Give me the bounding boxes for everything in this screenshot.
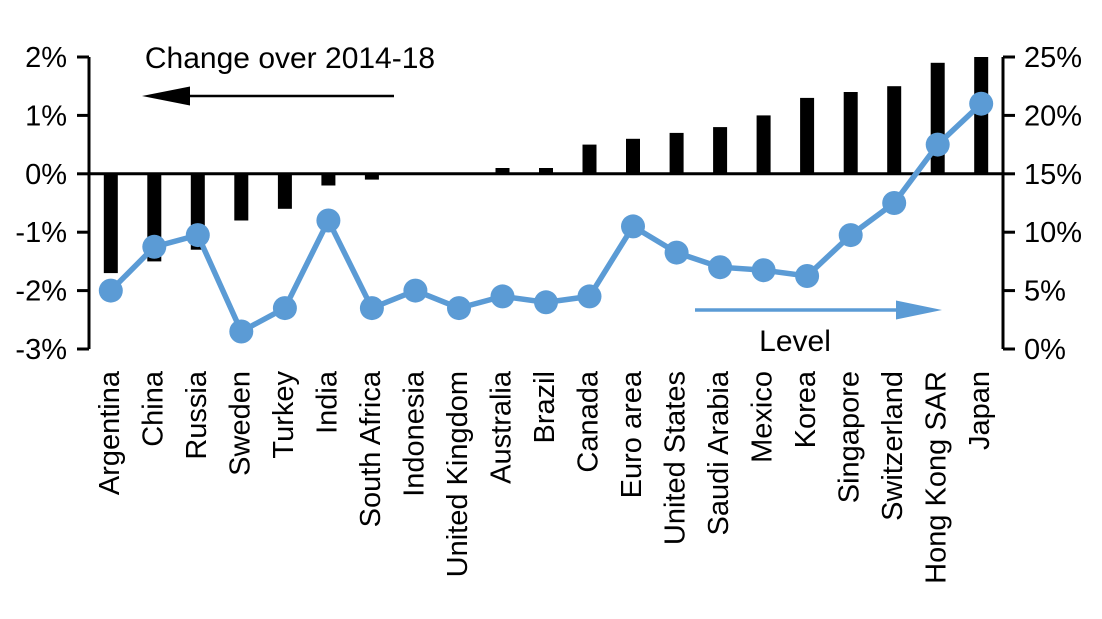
change-arrow-head <box>142 86 190 106</box>
marker-sweden <box>229 319 254 344</box>
category-label-brazil: Brazil <box>529 371 561 444</box>
category-label-russia: Russia <box>181 370 213 460</box>
marker-euro-area <box>621 214 645 239</box>
category-label-south-africa: South Africa <box>355 370 387 527</box>
bar-india <box>321 173 336 186</box>
marker-mexico <box>751 258 776 283</box>
bar-hong-kong-sar <box>930 62 945 174</box>
left-axis-tick-label: -3% <box>15 334 67 366</box>
bar-canada <box>582 144 597 174</box>
bar-australia <box>495 168 510 174</box>
marker-south-africa <box>359 296 384 321</box>
left-axis-tick-label: 1% <box>25 100 67 132</box>
bar-turkey <box>277 173 292 209</box>
category-label-argentina: Argentina <box>94 370 126 495</box>
change-annotation-label: Change over 2014-18 <box>145 42 435 75</box>
marker-hong-kong-sar <box>925 132 950 157</box>
category-label-sweden: Sweden <box>224 371 256 476</box>
category-label-canada: Canada <box>573 370 605 472</box>
category-label-united-states: United States <box>660 371 692 545</box>
marker-korea <box>795 264 820 288</box>
marker-japan <box>969 91 994 116</box>
bar-mexico <box>756 115 771 174</box>
category-label-euro-area: Euro area <box>616 370 648 498</box>
marker-australia <box>490 284 515 309</box>
axes <box>77 55 1015 351</box>
category-label-saudi-arabia: Saudi Arabia <box>703 370 735 535</box>
level-annotation-label: Level <box>759 325 831 358</box>
marker-united-states <box>664 240 689 265</box>
level-markers <box>98 91 994 344</box>
category-label-china: China <box>137 370 169 447</box>
marker-argentina <box>98 278 123 303</box>
marker-united-kingdom <box>447 296 471 321</box>
right-axis-tick-label: 0% <box>1024 334 1066 366</box>
category-label-switzerland: Switzerland <box>877 371 909 521</box>
right-axis-tick-label: 15% <box>1024 159 1082 191</box>
marker-indonesia <box>403 278 428 303</box>
bar-sweden <box>234 173 249 221</box>
marker-canada <box>577 284 602 309</box>
category-label-japan: Japan <box>964 371 996 450</box>
bar-euro-area <box>626 138 640 174</box>
category-label-hong-kong-sar: Hong Kong SAR <box>921 371 953 584</box>
category-label-indonesia: Indonesia <box>398 370 430 497</box>
marker-russia <box>185 223 210 248</box>
bar-south-africa <box>364 173 379 180</box>
bar-saudi-arabia <box>713 127 728 174</box>
level-arrow-head <box>896 300 942 320</box>
left-axis-tick-label: -2% <box>15 276 67 308</box>
category-label-turkey: Turkey <box>268 371 300 459</box>
marker-singapore <box>838 223 863 248</box>
category-label-mexico: Mexico <box>747 371 779 463</box>
category-label-korea: Korea <box>790 370 822 448</box>
category-label-india: India <box>311 370 343 434</box>
category-label-united-kingdom: United Kingdom <box>442 371 474 577</box>
bar-korea <box>800 97 815 174</box>
marker-india <box>316 208 341 233</box>
marker-saudi-arabia <box>708 255 733 280</box>
left-axis-tick-label: -1% <box>15 217 67 249</box>
right-axis-tick-label: 10% <box>1024 217 1082 249</box>
right-axis-tick-label: 20% <box>1024 100 1082 132</box>
bar-united-states <box>669 132 684 174</box>
right-axis-tick-label: 5% <box>1024 276 1066 308</box>
marker-switzerland <box>882 191 907 215</box>
marker-china <box>142 234 167 259</box>
bar-singapore <box>843 92 858 174</box>
bar-argentina <box>103 173 118 274</box>
marker-turkey <box>272 296 297 321</box>
right-axis-tick-label: 25% <box>1024 42 1082 74</box>
category-label-singapore: Singapore <box>834 371 866 503</box>
category-label-australia: Australia <box>486 370 518 484</box>
bar-brazil <box>539 168 553 174</box>
marker-brazil <box>534 290 558 315</box>
bar-series <box>103 57 989 274</box>
left-axis-tick-label: 2% <box>25 42 67 74</box>
left-axis-tick-label: 0% <box>25 159 67 191</box>
bar-switzerland <box>887 86 902 174</box>
